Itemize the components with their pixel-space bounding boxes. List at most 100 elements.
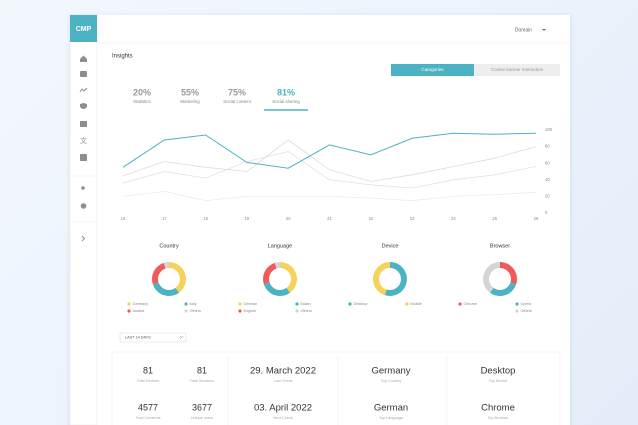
y-tick-label: 40 [545, 177, 550, 182]
x-tick-label: 20 [286, 216, 291, 221]
summary-value: 81 [197, 365, 207, 375]
chart-card [108, 80, 560, 235]
x-tick-label: 23 [410, 216, 415, 221]
tab-label: Cookie banner interaction [491, 67, 544, 72]
legend-label: Austria [133, 309, 146, 313]
summary-value: 03. April 2022 [254, 403, 312, 414]
logo-box[interactable] [70, 15, 97, 42]
x-tick-label: 24 [451, 216, 456, 221]
date-filter[interactable] [119, 332, 187, 343]
summary-label: Total Devices [137, 379, 160, 383]
filter-caret [179, 335, 184, 340]
sidebar [69, 14, 98, 425]
settings-icon[interactable] [80, 203, 87, 209]
series-line [122, 190, 537, 202]
legend-swatch [184, 309, 188, 313]
y-tick-label: 80 [545, 144, 550, 149]
stat-label: Social sharing [272, 99, 300, 104]
summary-card [111, 351, 561, 425]
summary-label: Top Language [379, 416, 403, 420]
summary-value: German [374, 403, 408, 414]
domain-select[interactable]: Domain [515, 27, 532, 33]
donut-segment[interactable] [152, 282, 179, 296]
summary-value: 3677 [192, 402, 212, 412]
legend-swatch [238, 302, 242, 306]
donut-segment[interactable] [262, 262, 277, 285]
x-tick-label: 18 [203, 216, 208, 221]
users-icon[interactable] [81, 186, 85, 190]
expand-icon[interactable] [81, 235, 86, 242]
x-tick-label: 22 [368, 216, 373, 221]
stat-value[interactable]: 55% [181, 87, 199, 97]
series-line [122, 151, 537, 189]
summary-label: Top Browser [487, 416, 509, 420]
donut-title: Browser [490, 243, 510, 249]
donut-segment[interactable] [384, 262, 407, 296]
table-icon[interactable] [80, 121, 87, 127]
donut-segment[interactable] [500, 262, 518, 285]
donut-segment[interactable] [169, 262, 186, 293]
legend-swatch [405, 302, 409, 306]
sidebar-icons: 文 [79, 55, 88, 242]
summary-label: Last Check [274, 379, 293, 383]
y-tick-label: 100 [545, 127, 553, 132]
donut-segment[interactable] [151, 262, 166, 285]
stat-label: Marketing [180, 99, 200, 104]
legend-label: Others [190, 309, 201, 313]
tab-label: Categories [421, 67, 444, 72]
dropdown-caret [542, 29, 546, 31]
x-tick-label: 25 [492, 216, 497, 221]
legend-swatch [295, 302, 299, 306]
legend-swatch [238, 309, 242, 313]
tab[interactable] [474, 64, 560, 76]
page-title: Insights [112, 54, 133, 60]
legend-swatch [295, 309, 299, 313]
x-tick-label: 16 [121, 216, 126, 221]
summary-label: Unique users [191, 416, 213, 420]
stat-value[interactable]: 20% [133, 87, 151, 97]
summary-value: 81 [143, 365, 153, 375]
legend-label: Others [521, 309, 532, 313]
translate-icon[interactable]: 文 [80, 136, 87, 145]
trend-icon[interactable] [79, 87, 88, 93]
summary-value: 29. March 2022 [250, 366, 316, 377]
legend-swatch [127, 309, 131, 313]
stat-value[interactable]: 81% [277, 87, 295, 97]
donut-title: Language [268, 243, 292, 249]
summary-label: Next Check [273, 416, 293, 420]
legend-swatch [515, 302, 519, 306]
logo: CMP [76, 26, 92, 33]
legend-label: Others [301, 309, 312, 313]
home-icon[interactable] [80, 55, 87, 63]
x-tick-label: 19 [245, 216, 250, 221]
x-tick-label: 26 [534, 216, 539, 221]
stat-label: Social content [223, 99, 251, 104]
legend-label: English [244, 309, 256, 313]
donut-segment[interactable] [274, 262, 280, 269]
x-tick-label: 17 [162, 216, 167, 221]
donut-segment[interactable] [163, 262, 169, 269]
tab-active[interactable] [391, 64, 474, 76]
donut-segment[interactable] [263, 282, 290, 296]
summary-value: Desktop [481, 366, 516, 377]
list-icon[interactable] [80, 154, 87, 161]
legend-label: Chrome [464, 302, 478, 306]
stat-label: Statistics [133, 99, 151, 104]
summary-label: Top Country [381, 379, 402, 383]
y-tick-label: 60 [545, 160, 550, 165]
shield-icon[interactable] [80, 103, 87, 109]
summary-label: Total Consents [135, 416, 160, 420]
series-line [122, 132, 537, 169]
summary-label: Total Sessions [190, 379, 215, 383]
chart-icon[interactable] [80, 71, 87, 77]
donut-segment[interactable] [372, 262, 390, 296]
legend-label: Germany [133, 302, 149, 306]
stat-value[interactable]: 75% [228, 87, 246, 97]
summary-label: Top Device [489, 379, 508, 383]
legend-label: Mobile [411, 302, 422, 306]
donut-segment[interactable] [490, 282, 517, 296]
donut-segment[interactable] [483, 262, 500, 293]
legend-swatch [458, 302, 462, 306]
donut-segment[interactable] [280, 262, 297, 293]
